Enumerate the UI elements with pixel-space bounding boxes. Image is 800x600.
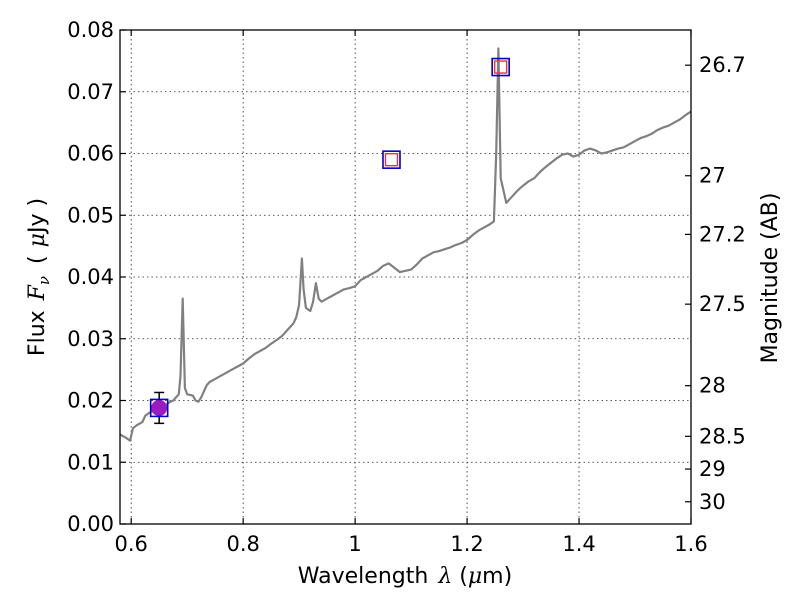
y-axis-label-unit-mu: μ bbox=[25, 233, 50, 247]
x-axis-label-unit-open: ( bbox=[459, 564, 468, 589]
y-axis-label-unit-rest: Jy ) bbox=[25, 198, 50, 235]
data-marks bbox=[149, 57, 510, 425]
y-axis-label-text: Flux bbox=[25, 310, 50, 356]
x-tick-label: 0.6 bbox=[114, 532, 147, 556]
y-axis-label-unit-open: ( bbox=[25, 255, 50, 264]
y-tick-label: 0.04 bbox=[67, 265, 114, 289]
x-axis-label-unit-mu: μ bbox=[468, 564, 482, 589]
y-tick-label: 0.08 bbox=[67, 18, 114, 42]
y-axis-label-subscript: ν bbox=[35, 276, 53, 285]
x-axis-label-text: Wavelength bbox=[298, 564, 429, 589]
y-tick-label: 0.00 bbox=[67, 512, 114, 536]
photometry-marker bbox=[149, 398, 169, 418]
y-tick-label: 0.03 bbox=[67, 327, 114, 351]
x-axis-label-symbol: λ bbox=[437, 564, 452, 589]
x-axis-label-unit-rest: m) bbox=[482, 564, 512, 589]
x-axis-label: Wavelength λ (μm) bbox=[298, 564, 512, 589]
y-ticks: 0.00 0.01 0.02 0.03 0.04 0.05 0.06 0.07 0.08 bbox=[67, 18, 126, 536]
y2-tick-label: 28 bbox=[699, 374, 726, 398]
spectrum-line bbox=[119, 47, 692, 442]
y-tick-label: 0.07 bbox=[67, 80, 114, 104]
x-ticks: 0.6 0.8 1 1.2 1.4 1.6 bbox=[114, 30, 708, 556]
model-photometry-marker bbox=[384, 152, 399, 167]
x-tick-label: 1.2 bbox=[450, 532, 483, 556]
y-axis-label: Flux Fν ( μJy ) bbox=[25, 198, 53, 356]
y-tick-label: 0.05 bbox=[67, 203, 114, 227]
photometry-marker bbox=[491, 57, 510, 77]
x-tick-label: 1.6 bbox=[674, 532, 707, 556]
y2-axis-label: Magnitude (AB) bbox=[758, 193, 783, 364]
measured-point bbox=[151, 399, 168, 416]
y2-tick-label: 29 bbox=[699, 457, 726, 481]
y2-tick-label: 27 bbox=[699, 164, 726, 188]
y-tick-label: 0.02 bbox=[67, 389, 114, 413]
y2-tick-label: 27.2 bbox=[699, 222, 746, 246]
photometry-marker bbox=[382, 150, 401, 169]
y2-tick-label: 28.5 bbox=[699, 424, 746, 448]
x-tick-label: 1.4 bbox=[562, 532, 595, 556]
model-photometry-marker bbox=[493, 60, 508, 74]
y2-tick-label: 30 bbox=[699, 490, 726, 514]
y2-tick-label: 26.7 bbox=[699, 53, 746, 77]
x-tick-label: 1 bbox=[348, 532, 361, 556]
y-tick-label: 0.06 bbox=[67, 142, 114, 166]
y-tick-label: 0.01 bbox=[67, 450, 114, 474]
y2-ticks: 26.7 27 27.2 27.5 28 28.5 29 30 bbox=[685, 53, 746, 514]
grid bbox=[120, 30, 691, 524]
x-tick-label: 0.8 bbox=[226, 532, 259, 556]
y2-tick-label: 27.5 bbox=[699, 292, 746, 316]
y-axis-label-symbol: F bbox=[25, 284, 50, 301]
